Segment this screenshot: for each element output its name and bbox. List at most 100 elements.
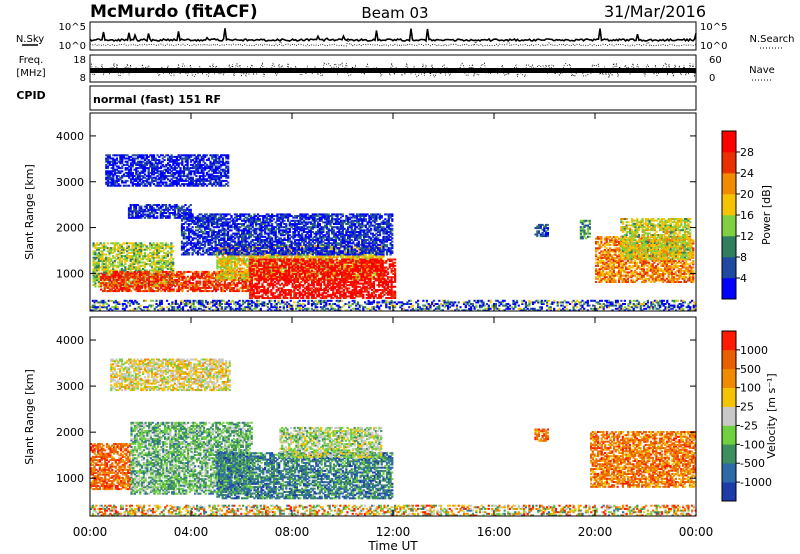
heatmap-cell [319,282,322,285]
heatmap-cell [377,245,380,247]
heatmap-cell [235,269,238,272]
heatmap-cell [341,281,344,283]
heatmap-cell [121,270,124,273]
heatmap-cell [273,274,276,277]
heatmap-cell [160,274,163,277]
heatmap-cell [271,256,274,259]
heatmap-cell [325,287,328,290]
heatmap-cell [114,280,117,283]
heatmap-cell [272,263,275,266]
heatmap-cell [257,297,261,299]
heatmap-cell [332,285,335,288]
heatmap-cell [250,260,253,263]
heatmap-cell [341,254,344,257]
heatmap-cell [221,273,224,276]
heatmap-cell [230,261,233,263]
heatmap-cell [124,269,127,272]
heatmap-cell [112,264,115,267]
heatmap-cell [296,289,299,291]
heatmap-cell [286,276,289,279]
heatmap-cell [382,254,385,257]
heatmap-cell [249,289,252,291]
heatmap-cell [259,268,262,271]
heatmap-cell [341,277,344,280]
heatmap-cell [108,253,111,256]
heatmap-cell [244,251,247,254]
heatmap-cell [272,264,275,267]
heatmap-cell [318,293,321,296]
heatmap-cell [230,267,233,270]
heatmap-cell [97,272,100,275]
heatmap-cell [225,269,228,272]
heatmap-cell [227,270,230,273]
heatmap-cell [302,295,305,298]
heatmap-cell [137,286,140,289]
heatmap-cell [229,286,232,289]
heatmap-cell [129,242,132,245]
heatmap-cell [170,275,173,278]
heatmap-cell [249,261,252,264]
heatmap-cell [232,277,235,280]
heatmap-cell [298,266,301,269]
heatmap-cell [262,256,265,259]
heatmap-cell [213,280,216,283]
heatmap-cell [138,250,141,253]
heatmap-cell [94,277,97,280]
heatmap-cell [112,251,115,254]
heatmap-cell [211,285,214,288]
heatmap-cell [172,263,175,266]
heatmap-cell [332,297,335,299]
heatmap-cell [99,247,102,250]
heatmap-cell [266,273,269,275]
heatmap-cell [284,279,287,282]
heatmap-cell [154,275,158,278]
heatmap-cell [142,275,145,278]
heatmap-cell [279,297,282,299]
heatmap-cell [345,254,348,257]
heatmap-cell [323,292,326,295]
heatmap-cell [256,282,259,285]
heatmap-cell [103,280,106,283]
heatmap-cell [145,258,148,261]
heatmap-cell [177,283,181,286]
heatmap-cell [302,285,305,288]
heatmap-cell [124,258,127,261]
heatmap-cell [144,283,147,286]
heatmap-cell [114,283,117,286]
heatmap-cell [108,270,112,273]
heatmap-cell [126,288,129,291]
heatmap-cell [316,284,319,287]
heatmap-cell [368,256,371,259]
heatmap-cell [163,251,166,254]
heatmap-cell [252,295,255,298]
beam-title: Beam 03 [361,4,428,22]
cpid-frame [89,85,697,111]
heatmap-cell [279,266,282,269]
heatmap-cell [316,290,319,293]
heatmap-cell [335,261,338,264]
heatmap-cell [333,279,337,282]
heatmap-cell [309,258,312,261]
heatmap-cell [218,283,221,286]
heatmap-cell [257,287,261,290]
heatmap-cell [206,272,209,275]
heatmap-cell [305,269,308,272]
heatmap-cell [162,285,165,288]
heatmap-cell [394,285,397,288]
heatmap-cell [116,272,119,275]
heatmap-cell [211,283,214,286]
heatmap-cell [302,279,305,282]
heatmap-cell [250,290,253,293]
heatmap-cell [232,280,235,283]
heatmap-cell [310,282,314,285]
heatmap-cell [225,285,228,288]
heatmap-cell [230,275,233,278]
heatmap-cell [154,251,157,254]
heatmap-cell [154,256,157,259]
heatmap-cell [340,253,343,255]
heatmap-cell [296,261,299,264]
heatmap-cell [307,271,310,274]
heatmap-cell [302,248,306,251]
heatmap-cell [119,277,122,280]
heatmap-cell [241,272,244,275]
